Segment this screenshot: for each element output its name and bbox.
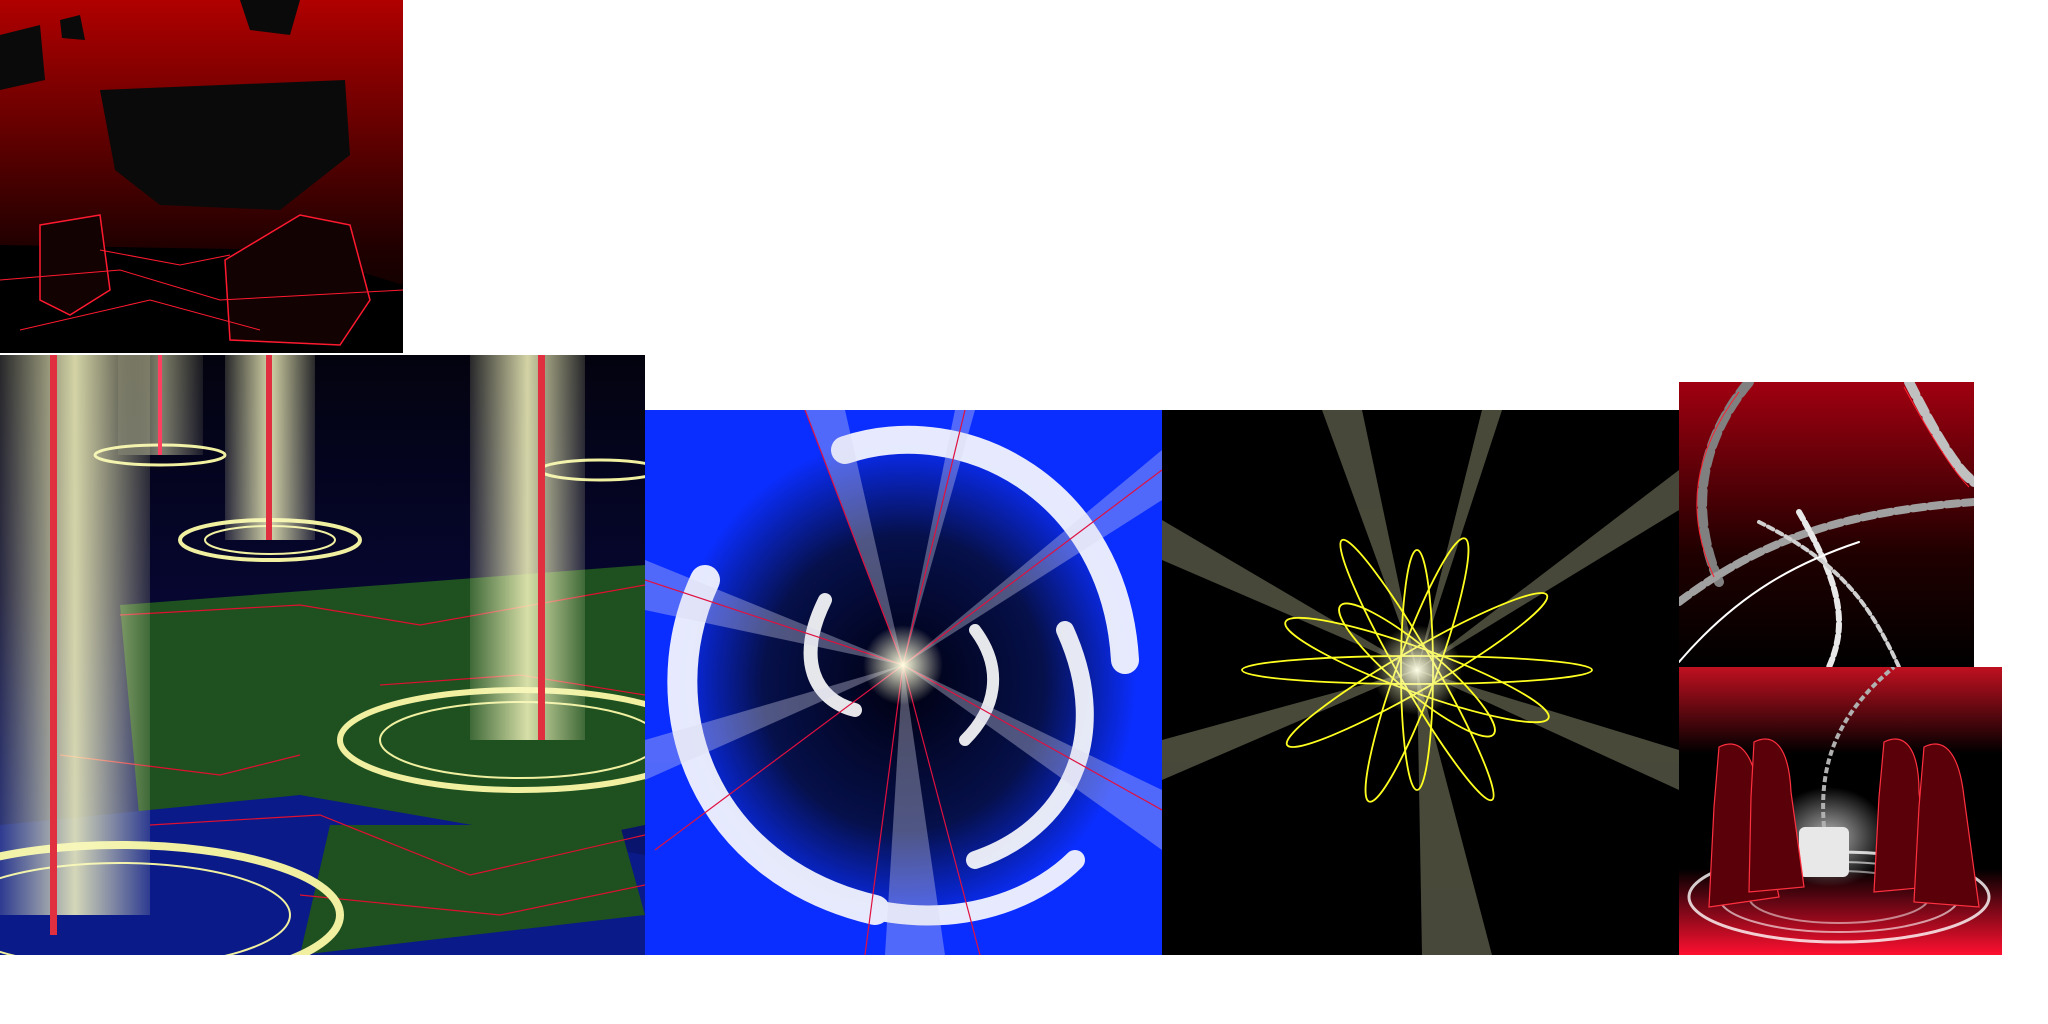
floating-rock-small (240, 0, 300, 35)
hooded-figures (1708, 738, 1980, 908)
rock-right (224, 214, 371, 346)
ritual-effect-tile (1679, 667, 2002, 955)
hanging-chain (1821, 667, 1896, 828)
ruins-effect-tile (0, 0, 403, 353)
chains-effect-tile (1679, 382, 1974, 667)
magic-circle-medium (178, 355, 362, 562)
vortex-core (863, 625, 943, 705)
light-pillars-effect-tile (0, 355, 645, 955)
magic-circle-large-left (0, 355, 344, 955)
burst-art (1162, 410, 1679, 955)
chains-art (1679, 382, 1974, 667)
pillars-art (0, 355, 645, 955)
magic-circle-large-right (337, 355, 645, 793)
altar (1799, 827, 1849, 877)
burst-core (1372, 625, 1462, 715)
ruins-art (0, 0, 403, 353)
burst-effect-tile (1162, 410, 1679, 955)
vortex-art (645, 410, 1162, 955)
vortex-effect-tile (645, 410, 1162, 955)
ritual-art (1679, 667, 2002, 955)
floating-rock-small (0, 25, 45, 90)
floating-rock (100, 80, 350, 210)
rock-left (39, 214, 111, 316)
